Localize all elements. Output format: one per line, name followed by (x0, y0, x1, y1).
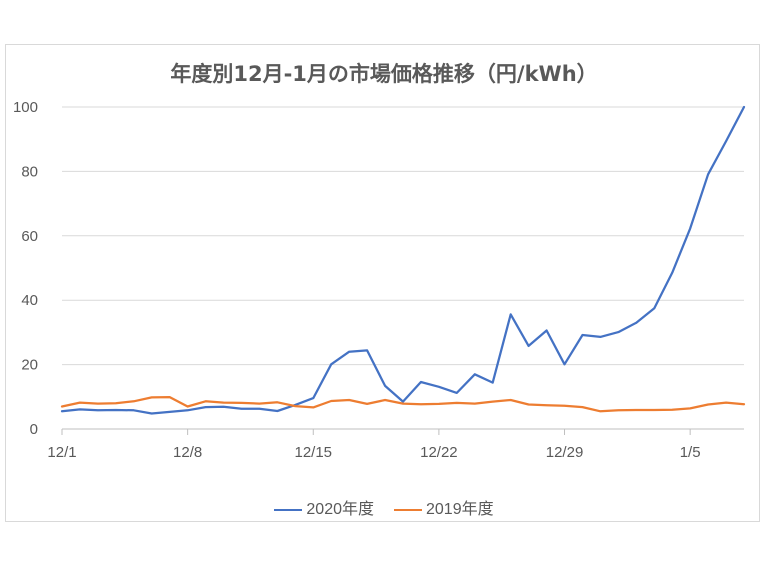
x-tick-label: 12/29 (546, 444, 584, 461)
legend: 2020年度 2019年度 (0, 495, 768, 519)
y-tick-label: 80 (21, 163, 38, 180)
legend-item: 2019年度 (394, 495, 494, 519)
x-tick-label: 12/1 (47, 444, 76, 461)
chart-frame (5, 44, 760, 522)
legend-swatch (394, 508, 422, 511)
series-line-2020年度 (60, 105, 746, 415)
series-lines (60, 105, 746, 415)
legend-label: 2020年度 (306, 501, 374, 518)
x-tick-label: 1/5 (680, 444, 701, 461)
x-tick-label: 12/15 (294, 444, 332, 461)
x-tick-label: 12/8 (173, 444, 202, 461)
y-tick-label: 60 (21, 228, 38, 245)
legend-swatch (274, 508, 303, 511)
y-tick-label: 100 (13, 99, 38, 116)
axes: 0 20 40 60 80 100 12/1 12/8 12/15 12/22 12/29 1/5 (13, 99, 744, 461)
y-tick-label: 40 (21, 292, 38, 309)
y-tick-label: 20 (21, 357, 38, 374)
legend-label: 2019年度 (426, 501, 494, 518)
gridlines (62, 106, 744, 366)
y-tick-label: 0 (30, 421, 38, 438)
chart-title: 年度別12月-1月の市場価格推移（円/kWh） (170, 62, 598, 86)
x-tick-label: 12/22 (420, 444, 458, 461)
legend-item: 2020年度 (274, 495, 374, 519)
series-line-2019年度 (60, 395, 746, 413)
